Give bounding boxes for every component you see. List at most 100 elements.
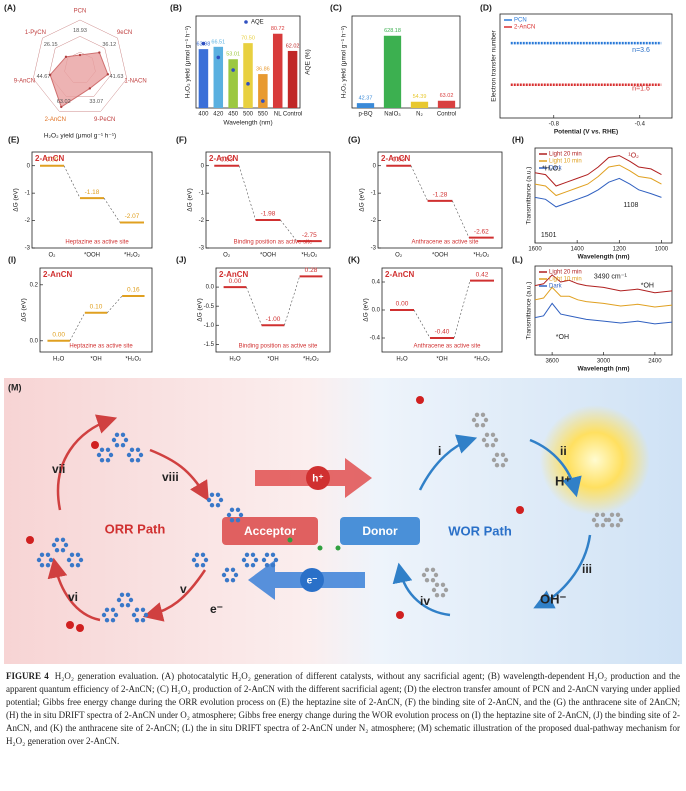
value-label: 70.50 bbox=[241, 36, 255, 42]
x-tick-label: O₂ bbox=[395, 253, 403, 259]
radar-point bbox=[98, 51, 101, 54]
panel-label: (M) bbox=[8, 382, 22, 392]
radar-point bbox=[78, 53, 82, 57]
atom bbox=[250, 552, 256, 558]
wor-arrow bbox=[392, 562, 451, 617]
series-line bbox=[534, 286, 673, 308]
value-label: -0.40 bbox=[435, 329, 450, 336]
connector bbox=[452, 200, 470, 238]
wor-path-label: WOR Path bbox=[448, 523, 512, 538]
plot-frame bbox=[215, 267, 331, 353]
value-label: 0.28 bbox=[305, 267, 318, 274]
x-tick-label: 400 bbox=[198, 112, 209, 118]
atom bbox=[215, 492, 221, 498]
x-tick-label: 550 bbox=[258, 112, 269, 118]
atom bbox=[54, 547, 60, 553]
panel-label: (F) bbox=[176, 134, 187, 144]
atom bbox=[200, 552, 206, 558]
x-tick-label: H₂O bbox=[229, 357, 241, 363]
annotation: *OH bbox=[641, 282, 654, 289]
annotation: 3490 cm⁻¹ bbox=[594, 274, 628, 281]
atom bbox=[119, 592, 125, 598]
atom bbox=[494, 462, 500, 468]
aqe-point bbox=[231, 68, 235, 72]
category-label: 2-AnCN bbox=[45, 117, 66, 123]
orr-path-label: ORR Path bbox=[105, 521, 166, 536]
y-tick-label: -2 bbox=[199, 218, 205, 224]
atom bbox=[430, 567, 436, 573]
x-tick-label: *H₂O₂ bbox=[474, 357, 491, 363]
x-tick-label: H₂O bbox=[53, 357, 65, 363]
atom bbox=[273, 557, 279, 563]
atom bbox=[108, 452, 114, 458]
atom bbox=[609, 512, 615, 518]
atom bbox=[66, 557, 72, 563]
value-label: 0.42 bbox=[476, 271, 489, 278]
atom bbox=[600, 512, 606, 518]
atom bbox=[51, 542, 57, 548]
bar bbox=[213, 46, 224, 108]
bar bbox=[198, 49, 209, 108]
atom bbox=[143, 612, 149, 618]
electron-label: e⁻ bbox=[210, 602, 223, 616]
series-line bbox=[534, 164, 662, 197]
radar-point bbox=[64, 55, 68, 59]
atom bbox=[39, 552, 45, 558]
atom bbox=[140, 617, 146, 623]
atom bbox=[480, 422, 486, 428]
connector bbox=[106, 295, 123, 313]
x-tick-label: *OOH bbox=[84, 253, 100, 259]
y-tick-label: -1 bbox=[371, 191, 377, 197]
atom bbox=[111, 437, 117, 443]
atom bbox=[238, 512, 244, 518]
atom bbox=[224, 567, 230, 573]
linker-atom bbox=[287, 537, 293, 543]
atom bbox=[215, 502, 221, 508]
atom bbox=[474, 412, 480, 418]
atom bbox=[104, 607, 110, 613]
atom bbox=[491, 457, 497, 463]
series-line bbox=[534, 302, 673, 325]
atom bbox=[424, 577, 430, 583]
x-tick-label: *H₂O₂ bbox=[303, 357, 320, 363]
panel-label: (K) bbox=[348, 254, 360, 264]
atom bbox=[110, 617, 116, 623]
x-tick-label: 1200 bbox=[613, 247, 627, 253]
orr-arrow bbox=[47, 557, 101, 622]
atom bbox=[48, 557, 54, 563]
atom bbox=[431, 587, 437, 593]
radar-area bbox=[49, 52, 109, 108]
step-label: iv bbox=[420, 594, 430, 608]
value-label: -2.62 bbox=[474, 228, 489, 235]
atom bbox=[264, 552, 270, 558]
legend-marker bbox=[244, 20, 248, 24]
x-tick-label: NaIO₃ bbox=[384, 112, 401, 118]
annotation: *OH bbox=[556, 334, 569, 341]
value-label: 62.02 bbox=[286, 43, 300, 49]
step-label: iii bbox=[582, 562, 592, 576]
x-tick-label: *OH bbox=[267, 357, 278, 363]
atom bbox=[134, 617, 140, 623]
category-label: 1-PyCN bbox=[25, 30, 46, 36]
atom bbox=[69, 562, 75, 568]
plot-frame bbox=[499, 13, 673, 119]
y-tick-label: -2 bbox=[371, 218, 377, 224]
atom bbox=[484, 442, 490, 448]
atom bbox=[253, 557, 259, 563]
caption-label: FIGURE 4 bbox=[6, 671, 49, 681]
acceptor-box bbox=[222, 517, 318, 545]
connector bbox=[410, 165, 428, 201]
radar-web bbox=[48, 36, 112, 97]
annotation: *H₂O₂ bbox=[542, 166, 561, 173]
x-tick-label: 3000 bbox=[597, 359, 611, 365]
atom bbox=[490, 432, 496, 438]
y-tick-label: -2 bbox=[25, 218, 31, 224]
atom bbox=[191, 557, 197, 563]
y-tick-label: -1.5 bbox=[204, 342, 215, 348]
x-tick-label: *H₂O₂ bbox=[125, 357, 142, 363]
y-axis-label: Transmittance (a.u.) bbox=[526, 167, 533, 225]
connector bbox=[284, 276, 300, 326]
radar-point bbox=[60, 105, 63, 109]
panel-label: (L) bbox=[512, 254, 523, 264]
y-tick-label: 0.0 bbox=[372, 308, 381, 314]
